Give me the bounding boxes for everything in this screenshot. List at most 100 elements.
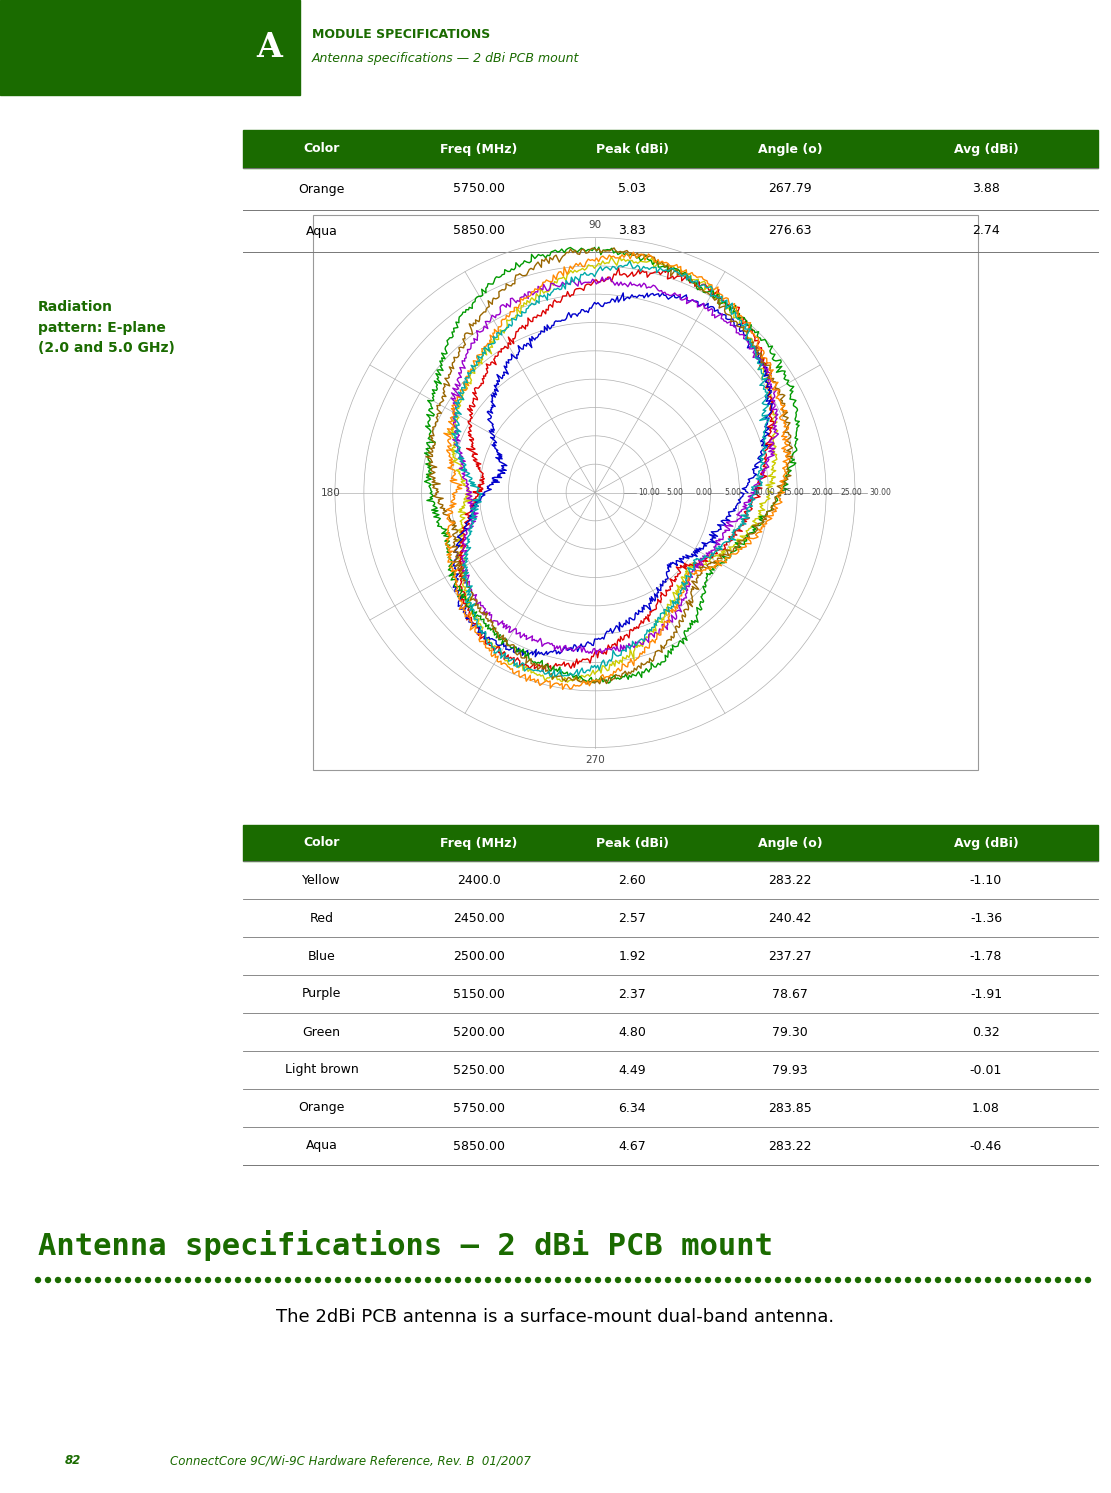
Text: 283.22: 283.22 xyxy=(768,873,812,887)
Text: Orange: Orange xyxy=(299,182,344,196)
Circle shape xyxy=(496,1278,500,1282)
Circle shape xyxy=(795,1278,801,1282)
Circle shape xyxy=(46,1278,50,1282)
Circle shape xyxy=(925,1278,931,1282)
Text: The 2dBi PCB antenna is a surface-mount dual-band antenna.: The 2dBi PCB antenna is a surface-mount … xyxy=(276,1308,834,1326)
Text: Color: Color xyxy=(303,142,340,155)
Circle shape xyxy=(206,1278,210,1282)
Text: 270: 270 xyxy=(585,755,604,764)
Circle shape xyxy=(306,1278,310,1282)
Circle shape xyxy=(1065,1278,1071,1282)
Circle shape xyxy=(725,1278,731,1282)
Text: -0.46: -0.46 xyxy=(970,1139,1002,1153)
Circle shape xyxy=(1055,1278,1061,1282)
Text: Avg (dBi): Avg (dBi) xyxy=(953,836,1019,850)
Circle shape xyxy=(166,1278,170,1282)
Text: 4.49: 4.49 xyxy=(618,1063,645,1076)
Text: 0.32: 0.32 xyxy=(972,1026,1000,1039)
Text: 1.92: 1.92 xyxy=(618,950,645,963)
Bar xyxy=(313,215,978,770)
Text: 2500.00: 2500.00 xyxy=(453,950,504,963)
Circle shape xyxy=(635,1278,641,1282)
Text: 180: 180 xyxy=(321,488,341,497)
Circle shape xyxy=(376,1278,380,1282)
Circle shape xyxy=(905,1278,911,1282)
Text: 5750.00: 5750.00 xyxy=(453,1102,506,1114)
Circle shape xyxy=(855,1278,861,1282)
Circle shape xyxy=(625,1278,631,1282)
Text: -1.36: -1.36 xyxy=(970,912,1002,924)
Circle shape xyxy=(436,1278,440,1282)
Circle shape xyxy=(845,1278,851,1282)
Text: 276.63: 276.63 xyxy=(768,224,812,237)
Text: Orange: Orange xyxy=(299,1102,344,1114)
Text: 3.88: 3.88 xyxy=(972,182,1000,196)
Text: 5150.00: 5150.00 xyxy=(453,987,504,1000)
Text: 5850.00: 5850.00 xyxy=(453,1139,506,1153)
Circle shape xyxy=(575,1278,581,1282)
Circle shape xyxy=(565,1278,571,1282)
Circle shape xyxy=(536,1278,540,1282)
Circle shape xyxy=(96,1278,100,1282)
Circle shape xyxy=(226,1278,230,1282)
Text: Aqua: Aqua xyxy=(306,224,338,237)
Circle shape xyxy=(675,1278,681,1282)
Circle shape xyxy=(745,1278,751,1282)
Text: 10.00: 10.00 xyxy=(753,488,775,497)
Circle shape xyxy=(126,1278,130,1282)
Bar xyxy=(0,0,300,96)
Circle shape xyxy=(785,1278,791,1282)
Circle shape xyxy=(456,1278,460,1282)
Circle shape xyxy=(1015,1278,1021,1282)
Text: Avg (dBi): Avg (dBi) xyxy=(953,142,1019,155)
Circle shape xyxy=(176,1278,180,1282)
Circle shape xyxy=(246,1278,250,1282)
Text: 90: 90 xyxy=(589,219,601,230)
Circle shape xyxy=(196,1278,200,1282)
Bar xyxy=(243,826,1098,861)
Circle shape xyxy=(1075,1278,1081,1282)
Circle shape xyxy=(486,1278,490,1282)
Circle shape xyxy=(665,1278,671,1282)
Text: Red: Red xyxy=(310,912,333,924)
Text: 237.27: 237.27 xyxy=(768,950,812,963)
Circle shape xyxy=(336,1278,340,1282)
Circle shape xyxy=(805,1278,811,1282)
Text: ConnectCore 9C/Wi-9C Hardware Reference, Rev. B  01/2007: ConnectCore 9C/Wi-9C Hardware Reference,… xyxy=(170,1454,531,1468)
Text: Peak (dBi): Peak (dBi) xyxy=(595,836,669,850)
Text: 79.93: 79.93 xyxy=(772,1063,808,1076)
Text: 2.57: 2.57 xyxy=(618,912,645,924)
Circle shape xyxy=(466,1278,470,1282)
Circle shape xyxy=(346,1278,350,1282)
Circle shape xyxy=(865,1278,871,1282)
Text: 82: 82 xyxy=(66,1454,81,1468)
Circle shape xyxy=(615,1278,621,1282)
Text: 5850.00: 5850.00 xyxy=(453,224,506,237)
Text: 1.08: 1.08 xyxy=(972,1102,1000,1114)
Circle shape xyxy=(266,1278,270,1282)
Circle shape xyxy=(556,1278,561,1282)
Text: MODULE SPECIFICATIONS: MODULE SPECIFICATIONS xyxy=(312,28,490,40)
Text: -1.78: -1.78 xyxy=(970,950,1002,963)
Circle shape xyxy=(875,1278,881,1282)
Circle shape xyxy=(945,1278,951,1282)
Circle shape xyxy=(995,1278,1001,1282)
Text: 3.83: 3.83 xyxy=(618,224,645,237)
Circle shape xyxy=(775,1278,781,1282)
Circle shape xyxy=(426,1278,430,1282)
Circle shape xyxy=(366,1278,370,1282)
Text: 78.67: 78.67 xyxy=(772,987,808,1000)
Text: Yellow: Yellow xyxy=(302,873,341,887)
Circle shape xyxy=(1085,1278,1091,1282)
Circle shape xyxy=(76,1278,80,1282)
Circle shape xyxy=(36,1278,40,1282)
Text: 2.60: 2.60 xyxy=(618,873,645,887)
Text: Aqua: Aqua xyxy=(306,1139,338,1153)
Text: Freq (MHz): Freq (MHz) xyxy=(440,836,518,850)
Circle shape xyxy=(216,1278,220,1282)
Circle shape xyxy=(975,1278,981,1282)
Circle shape xyxy=(835,1278,841,1282)
Text: Angle (o): Angle (o) xyxy=(758,142,822,155)
Text: 240.42: 240.42 xyxy=(768,912,812,924)
Circle shape xyxy=(735,1278,741,1282)
